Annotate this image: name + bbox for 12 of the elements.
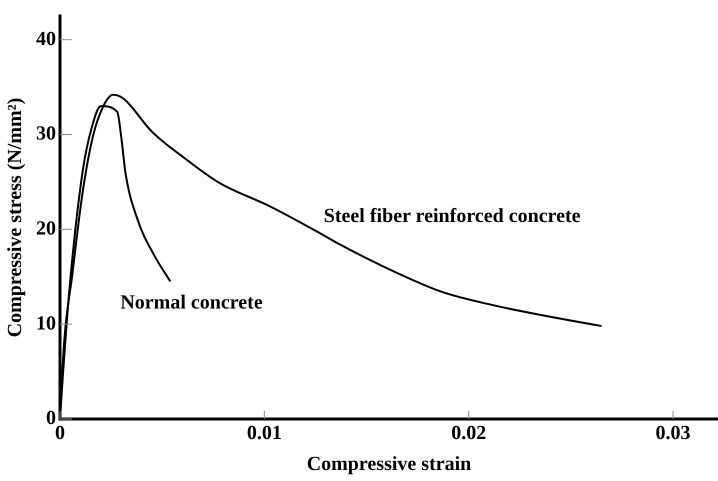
series-label: Normal concrete [120,292,263,314]
y-axis-title: Compressive stress (N/mm²) [4,98,26,338]
y-tick-label: 40 [36,28,56,50]
y-tick-label: 20 [36,218,56,240]
y-tick-label: 10 [36,312,56,334]
x-axis-title: Compressive strain [306,453,472,476]
y-tick-label: 30 [36,122,56,145]
x-tick-label: 0.03 [656,422,691,444]
y-tick-label: 0 [46,407,56,430]
x-tick-label: 0.02 [451,422,486,444]
series-label: Steel fiber reinforced concrete [324,205,581,228]
x-tick-label: 0.01 [246,422,282,444]
